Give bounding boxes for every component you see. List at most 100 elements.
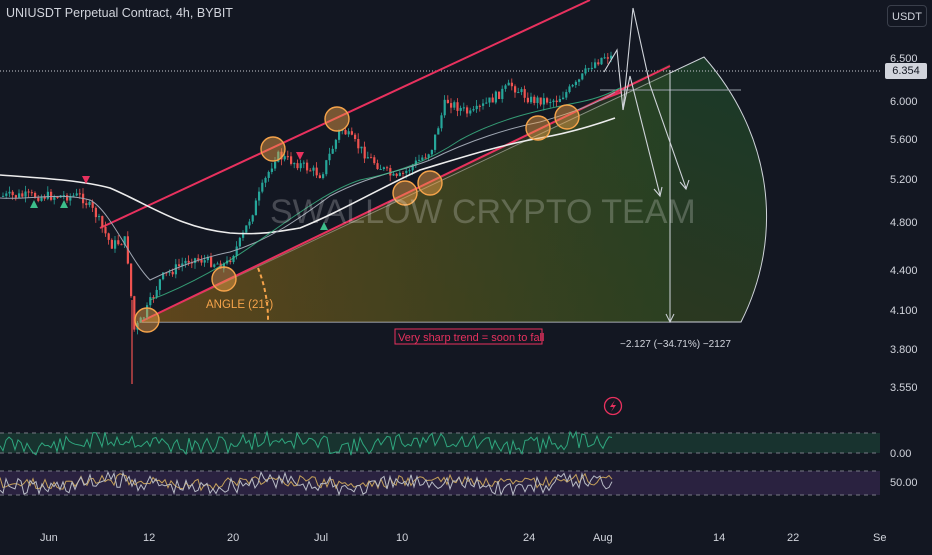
candle-body bbox=[571, 84, 574, 87]
candle-body bbox=[130, 263, 133, 297]
touch-circle bbox=[554, 104, 580, 130]
candle-body bbox=[21, 193, 24, 197]
candle-body bbox=[411, 165, 414, 171]
candle-body bbox=[171, 271, 174, 275]
candle-body bbox=[488, 97, 491, 103]
candle-body bbox=[482, 103, 485, 106]
candle-body bbox=[347, 131, 350, 135]
candle-body bbox=[376, 163, 379, 169]
candle-body bbox=[274, 161, 277, 169]
candle-body bbox=[427, 154, 430, 158]
candle-body bbox=[213, 264, 216, 267]
ma-slow-line bbox=[0, 117, 616, 235]
y-tick: 3.550 bbox=[890, 382, 918, 394]
candle-body bbox=[549, 102, 552, 104]
candle-body bbox=[370, 157, 373, 159]
candle-body bbox=[78, 193, 81, 195]
current-price-label: 6.354 bbox=[885, 63, 927, 79]
candle-body bbox=[168, 271, 171, 273]
candle-body bbox=[162, 272, 165, 280]
candle-body bbox=[379, 168, 382, 170]
candle-body bbox=[98, 216, 101, 218]
rsi-line bbox=[0, 472, 613, 492]
candle-body bbox=[504, 85, 507, 89]
candle-body bbox=[466, 107, 469, 114]
candle-body bbox=[526, 97, 529, 103]
buy-signal-marker bbox=[30, 200, 38, 208]
y-tick: 5.600 bbox=[890, 134, 918, 146]
candle-body bbox=[357, 139, 360, 149]
candle-body bbox=[37, 197, 40, 201]
y-axis: 6.500 6.000 5.600 5.200 4.800 4.400 4.10… bbox=[890, 53, 918, 489]
candle-body bbox=[456, 102, 459, 111]
candle-body bbox=[443, 99, 446, 116]
x-tick: 20 bbox=[227, 532, 239, 544]
candle-body bbox=[392, 173, 395, 176]
candle-body bbox=[414, 160, 417, 166]
x-tick: 10 bbox=[396, 532, 408, 544]
candle-body bbox=[395, 173, 398, 176]
candle-body bbox=[558, 99, 561, 103]
candle-body bbox=[117, 240, 120, 245]
candle-body bbox=[584, 68, 587, 74]
candle-body bbox=[568, 86, 571, 93]
candle-body bbox=[610, 55, 613, 59]
candle-body bbox=[14, 195, 17, 198]
indicator1-band bbox=[0, 433, 880, 453]
candle-body bbox=[229, 260, 232, 263]
candle-body bbox=[88, 201, 91, 206]
candle-body bbox=[389, 168, 392, 176]
indicator1-tick: 0.00 bbox=[890, 448, 911, 460]
candle-body bbox=[114, 240, 117, 249]
candle-body bbox=[280, 151, 283, 160]
candle-body bbox=[581, 73, 584, 80]
candle-body bbox=[373, 157, 376, 164]
touch-circle bbox=[525, 115, 551, 141]
candle-body bbox=[120, 244, 123, 246]
lightning-icon bbox=[603, 396, 623, 416]
candle-body bbox=[258, 191, 261, 201]
x-tick: 22 bbox=[787, 532, 799, 544]
x-tick: Jul bbox=[314, 532, 328, 544]
candle-body bbox=[315, 167, 318, 176]
candle-body bbox=[18, 193, 21, 198]
ma-green-line bbox=[149, 87, 621, 301]
candle-body bbox=[446, 99, 449, 104]
candle-body bbox=[363, 146, 366, 159]
candle-body bbox=[91, 201, 94, 208]
candle-body bbox=[485, 102, 488, 104]
candle-body bbox=[46, 191, 49, 199]
candle-body bbox=[350, 131, 353, 135]
oscillator-line bbox=[0, 430, 613, 456]
sell-signal-marker bbox=[296, 152, 304, 160]
candle-body bbox=[366, 157, 369, 159]
candle-body bbox=[475, 105, 478, 110]
watermark: SWALLOW CRYPTO TEAM bbox=[270, 193, 696, 231]
candle-body bbox=[574, 81, 577, 85]
candle-body bbox=[405, 170, 408, 174]
x-tick: Aug bbox=[593, 532, 613, 544]
candle-body bbox=[507, 82, 510, 86]
candle-body bbox=[510, 82, 513, 87]
candle-body bbox=[402, 172, 405, 174]
candle-body bbox=[382, 167, 385, 169]
candle-body bbox=[75, 193, 78, 196]
candle-body bbox=[142, 317, 145, 319]
candle-body bbox=[546, 98, 549, 103]
candle-body bbox=[62, 195, 65, 197]
candle-body bbox=[133, 296, 136, 330]
currency-button[interactable]: USDT bbox=[887, 5, 927, 27]
candle-body bbox=[107, 233, 110, 240]
candle-body bbox=[331, 148, 334, 154]
y-tick: 6.500 bbox=[890, 53, 918, 65]
candle-body bbox=[597, 62, 600, 65]
candle-body bbox=[590, 67, 593, 69]
indicator2-band bbox=[0, 471, 880, 495]
candle-body bbox=[312, 167, 315, 171]
candle-body bbox=[594, 62, 597, 68]
candle-body bbox=[181, 263, 184, 266]
candle-body bbox=[338, 130, 341, 140]
candle-body bbox=[85, 203, 88, 206]
candle-body bbox=[232, 255, 235, 263]
